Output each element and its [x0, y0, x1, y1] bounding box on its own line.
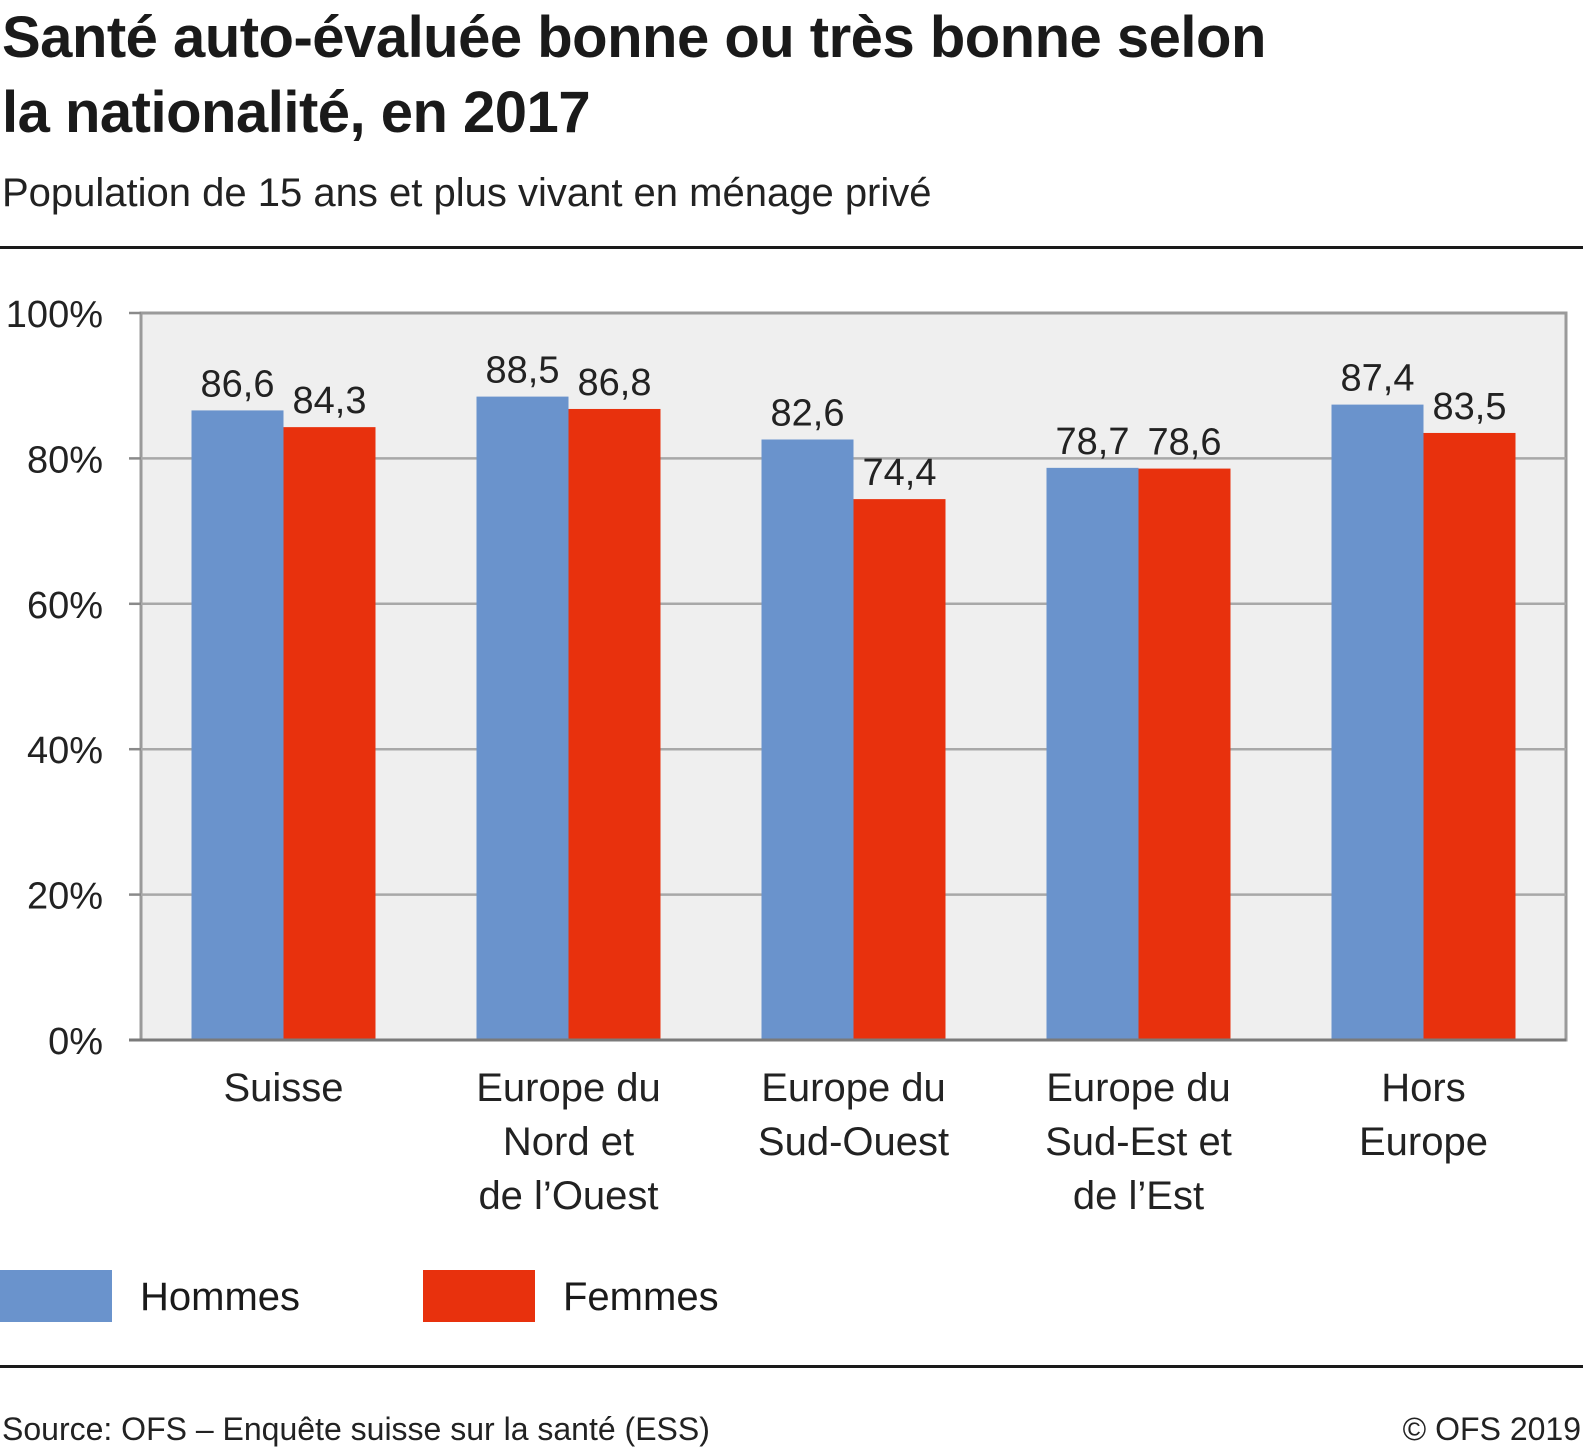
chart-subtitle: Population de 15 ans et plus vivant en m…: [2, 171, 932, 215]
bar-femmes: [568, 408, 661, 1040]
chart-title: Santé auto-évaluée bonne ou très bonne s…: [2, 5, 1266, 145]
bar-hommes: [1046, 467, 1139, 1040]
y-tick-label: 20%: [27, 876, 103, 918]
x-category-label: de l’Est: [1073, 1174, 1204, 1218]
legend-swatch-hommes: [0, 1270, 112, 1322]
data-label: 78,6: [1148, 422, 1222, 464]
x-category-label: de l’Ouest: [478, 1174, 658, 1218]
legend-swatch-femmes: [423, 1270, 535, 1322]
data-label: 82,6: [771, 392, 845, 434]
x-category-label: Hors: [1381, 1066, 1465, 1110]
bottom-divider: [0, 1365, 1583, 1368]
bar-femmes: [1423, 432, 1516, 1040]
x-category-label: Sud-Est et: [1045, 1120, 1232, 1164]
top-divider: [0, 246, 1583, 249]
data-label: 86,6: [201, 363, 275, 405]
data-label: 84,3: [293, 380, 367, 422]
data-label: 78,7: [1056, 421, 1130, 463]
copyright-note: © OFS 2019: [1402, 1411, 1581, 1447]
x-category-label: Europe du: [761, 1066, 946, 1110]
y-tick-label: 40%: [27, 730, 103, 772]
data-label: 86,8: [578, 362, 652, 404]
data-label: 88,5: [486, 350, 560, 392]
data-label: 87,4: [1341, 358, 1415, 400]
y-tick-label: 100%: [6, 294, 103, 336]
y-tick-label: 80%: [27, 439, 103, 481]
bar-hommes: [761, 439, 854, 1040]
bar-hommes: [1331, 404, 1424, 1040]
legend-label-hommes: Hommes: [140, 1275, 301, 1319]
bar-hommes: [476, 396, 569, 1040]
bar-femmes: [853, 499, 946, 1040]
bar-chart: 0% 20% 40% 60% 80% 100% 86,6 84,3 Suisse 88,5 86,8…: [6, 294, 1568, 1218]
data-label: 74,4: [863, 452, 937, 494]
x-category-label: Europe du: [476, 1066, 661, 1110]
bar-femmes: [283, 427, 376, 1040]
x-category-label: Europe: [1359, 1120, 1488, 1164]
x-category-label: Nord et: [503, 1120, 634, 1164]
y-tick-label: 60%: [27, 585, 103, 627]
x-category-label: Sud-Ouest: [758, 1120, 949, 1164]
data-label: 83,5: [1433, 386, 1507, 428]
legend-label-femmes: Femmes: [563, 1275, 719, 1319]
bar-femmes: [1138, 468, 1231, 1040]
source-note: Source: OFS – Enquête suisse sur la sant…: [2, 1411, 710, 1447]
y-tick-label: 0%: [48, 1021, 103, 1063]
x-category-label: Europe du: [1046, 1066, 1231, 1110]
bar-hommes: [191, 410, 284, 1041]
x-category-label: Suisse: [223, 1066, 343, 1110]
